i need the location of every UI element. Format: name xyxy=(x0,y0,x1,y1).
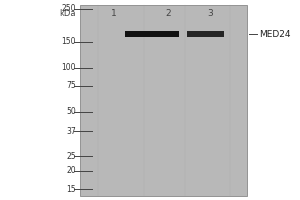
Text: 2: 2 xyxy=(165,9,171,18)
Text: 50: 50 xyxy=(66,107,76,116)
Text: MED24: MED24 xyxy=(260,30,291,39)
Text: 150: 150 xyxy=(61,37,76,46)
Text: 1: 1 xyxy=(111,9,117,18)
Bar xyxy=(80,5,247,196)
Text: 75: 75 xyxy=(66,81,76,90)
Text: kDa: kDa xyxy=(59,9,76,18)
Text: 3: 3 xyxy=(207,9,213,18)
Text: 25: 25 xyxy=(66,152,76,161)
Text: 100: 100 xyxy=(61,63,76,72)
Text: 250: 250 xyxy=(61,4,76,13)
Text: 37: 37 xyxy=(66,127,76,136)
Bar xyxy=(124,31,178,37)
Text: 20: 20 xyxy=(66,166,76,175)
Text: 15: 15 xyxy=(66,185,76,194)
Bar xyxy=(187,31,224,37)
